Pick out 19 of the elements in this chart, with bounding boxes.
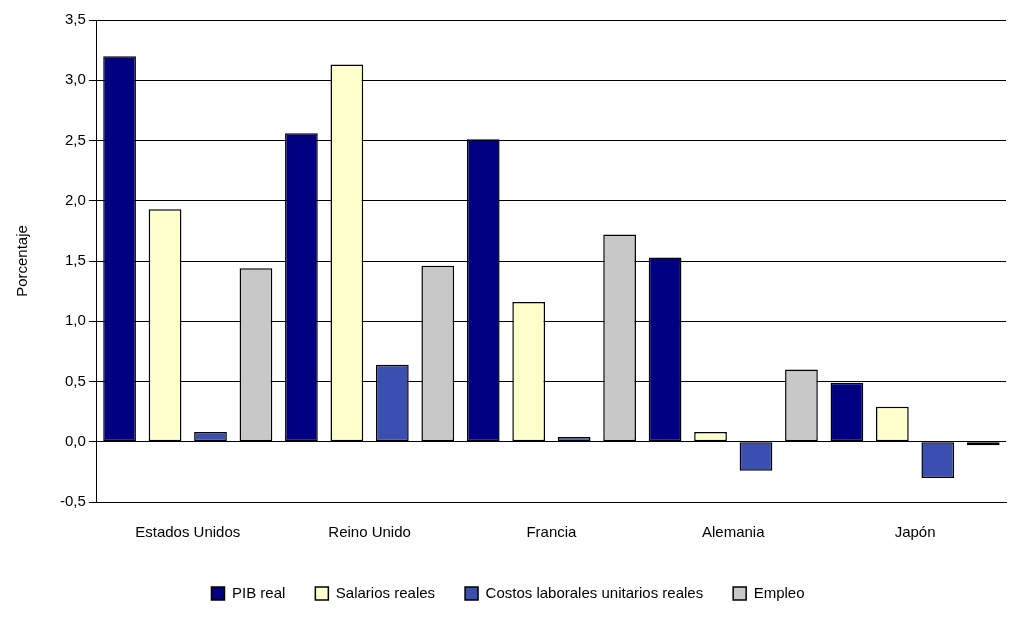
- y-tick-label: 3,0: [64, 70, 86, 88]
- x-tick-label: Francia: [526, 523, 578, 541]
- y-tick-label: 2,5: [64, 130, 86, 148]
- y-tick-label: -0,5: [59, 492, 86, 510]
- legend-label: PIB real: [231, 583, 286, 601]
- y-tick-label: 2,0: [64, 190, 86, 208]
- y-tick-label: 0,0: [64, 431, 86, 449]
- legend-label: Salarios reales: [335, 583, 436, 601]
- y-tick-label: 3,5: [64, 10, 86, 28]
- y-tick-label: 1,0: [64, 311, 86, 329]
- y-tick-label: 1,5: [64, 251, 86, 269]
- legend-label: Empleo: [753, 583, 805, 601]
- legend-label: Costos laborales unitarios reales: [485, 583, 704, 601]
- x-tick-label: Alemania: [701, 523, 766, 541]
- y-tick-label: 0,5: [64, 371, 86, 389]
- x-tick-label: Japón: [894, 523, 936, 541]
- x-tick-label: Estados Unidos: [135, 523, 241, 541]
- y-axis-title: Porcentaje: [13, 225, 31, 297]
- x-tick-label: Reino Unido: [328, 523, 411, 541]
